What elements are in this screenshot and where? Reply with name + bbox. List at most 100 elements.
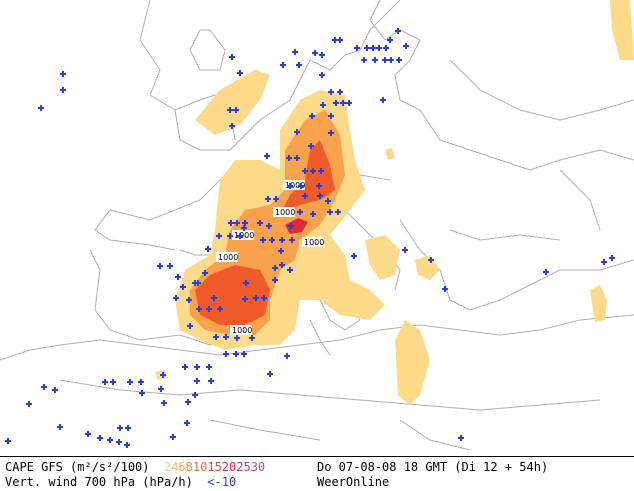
wind-marker xyxy=(157,263,163,269)
cape-level-6: 6 xyxy=(178,460,186,474)
wind-marker xyxy=(194,378,200,384)
wind-marker xyxy=(266,223,272,229)
cape-legend: CAPE GFS (m²/s²/100) 24681015202530 xyxy=(5,459,265,475)
wind-marker xyxy=(260,237,266,243)
wind-marker xyxy=(237,233,243,239)
wind-marker xyxy=(279,237,285,243)
cape-level-15: 15 xyxy=(207,460,222,474)
wind-marker xyxy=(328,113,334,119)
wind-marker xyxy=(364,45,370,51)
wind-marker xyxy=(241,351,247,357)
wind-marker xyxy=(337,37,343,43)
wind-marker xyxy=(351,253,357,259)
wind-marker xyxy=(125,425,131,431)
wind-marker xyxy=(211,295,217,301)
wind-marker xyxy=(107,437,113,443)
cape-area-core xyxy=(285,218,308,234)
wind-marker xyxy=(170,434,176,440)
cape-level-4: 4 xyxy=(171,460,179,474)
wind-marker xyxy=(216,233,222,239)
wind-marker xyxy=(192,392,198,398)
wind-marker xyxy=(319,72,325,78)
wind-marker xyxy=(52,387,58,393)
wind-marker xyxy=(403,43,409,49)
wind-marker xyxy=(267,371,273,377)
wind-marker xyxy=(340,100,346,106)
wind-marker xyxy=(242,296,248,302)
wind-marker xyxy=(124,442,130,448)
wind-marker xyxy=(310,211,316,217)
wind-marker xyxy=(287,183,293,189)
wind-marker xyxy=(241,225,247,231)
wind-marker xyxy=(335,209,341,215)
wind-marker xyxy=(458,435,464,441)
wind-marker xyxy=(337,89,343,95)
wind-marker xyxy=(227,107,233,113)
wind-marker xyxy=(428,257,434,263)
contour-label: 1000 xyxy=(230,325,252,335)
brand-name: WeerOnline xyxy=(317,475,390,489)
wind-marker xyxy=(327,209,333,215)
cape-area-greece xyxy=(415,255,440,280)
wind-marker xyxy=(160,372,166,378)
cape-field xyxy=(155,0,634,405)
wind-marker xyxy=(288,223,294,229)
svg-text:1000: 1000 xyxy=(234,231,254,240)
wind-marker xyxy=(319,52,325,58)
wind-marker xyxy=(175,274,181,280)
wind-marker xyxy=(333,100,339,106)
cape-area-ionian xyxy=(385,148,395,160)
wind-marker xyxy=(269,237,275,243)
cape-area-levant xyxy=(590,285,607,322)
wind-marker xyxy=(229,54,235,60)
contour-label: 1000 xyxy=(232,230,254,240)
wind-marker xyxy=(223,334,229,340)
wind-marker xyxy=(309,113,315,119)
svg-text:1000: 1000 xyxy=(232,326,252,335)
wind-marker xyxy=(387,37,393,43)
wind-marker xyxy=(243,280,249,286)
wind-marker xyxy=(354,45,360,51)
svg-text:1000: 1000 xyxy=(304,238,324,247)
forecast-timestamp: Do 07-08-08 18 GMT (Di 12 + 54h) xyxy=(317,460,549,474)
wind-marker xyxy=(102,379,108,385)
contour-label: 1000 xyxy=(216,252,238,262)
wind-marker xyxy=(302,193,308,199)
wind-marker xyxy=(161,400,167,406)
wind-marker xyxy=(233,107,239,113)
wind-marker xyxy=(234,220,240,226)
cape-area-central-3 xyxy=(195,265,270,325)
wind-marker xyxy=(186,297,192,303)
wind-marker xyxy=(57,424,63,430)
wind-marker xyxy=(312,50,318,56)
weather-map: 1000 1000 1000 1000 1000 1000 xyxy=(0,0,634,451)
svg-text:1000: 1000 xyxy=(285,181,305,190)
wind-marker xyxy=(272,277,278,283)
wind-marker xyxy=(5,438,11,444)
wind-marker xyxy=(278,248,284,254)
wind-marker xyxy=(196,306,202,312)
cape-area-libya xyxy=(395,320,430,405)
wind-marker xyxy=(173,295,179,301)
wind-marker xyxy=(609,255,615,261)
wind-marker xyxy=(273,196,279,202)
wind-marker xyxy=(184,420,190,426)
wind-marker xyxy=(294,129,300,135)
wind-marker xyxy=(38,105,44,111)
svg-text:1000: 1000 xyxy=(218,253,238,262)
wind-marker xyxy=(289,237,295,243)
wind-marker xyxy=(234,335,240,341)
wind-marker xyxy=(41,384,47,390)
wind-marker xyxy=(287,267,293,273)
wind-marker xyxy=(180,284,186,290)
wind-marker xyxy=(442,286,448,292)
wind-marker xyxy=(194,364,200,370)
wind-marker xyxy=(223,351,229,357)
cape-area-adriatic xyxy=(365,235,400,280)
wind-marker xyxy=(257,220,263,226)
wind-marker xyxy=(60,71,66,77)
contour-label: 1000 xyxy=(302,237,324,247)
wind-legend: Vert. wind 700 hPa (hPa/h) <-10 xyxy=(5,474,236,490)
wind-marker xyxy=(328,130,334,136)
wind-marker xyxy=(117,425,123,431)
